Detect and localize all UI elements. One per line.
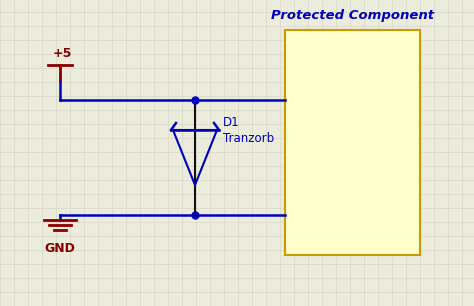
Text: GND: GND (45, 242, 75, 255)
Text: +5: +5 (52, 47, 72, 60)
Text: D1: D1 (223, 115, 240, 129)
Text: Protected Component: Protected Component (271, 9, 434, 22)
Bar (285, 30, 420, 255)
Text: Tranzorb: Tranzorb (223, 132, 274, 144)
